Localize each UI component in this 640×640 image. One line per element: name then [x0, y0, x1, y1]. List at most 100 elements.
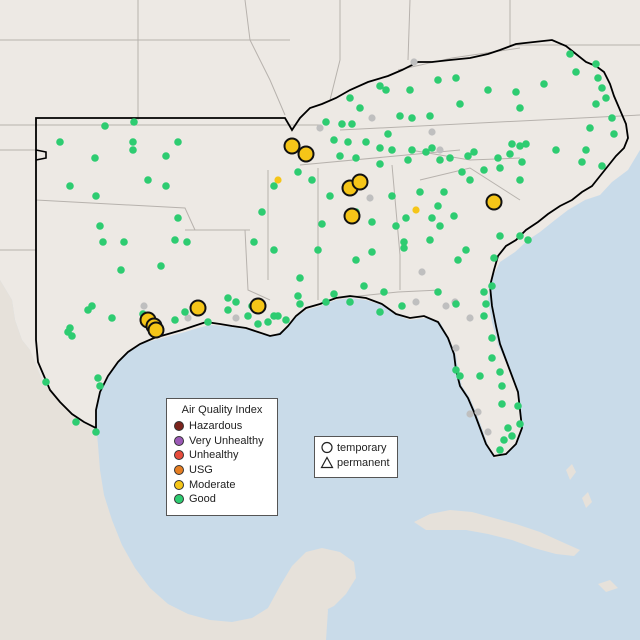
good-monitor[interactable]: [516, 176, 524, 184]
no-data-monitor[interactable]: [412, 298, 420, 306]
good-monitor[interactable]: [336, 152, 344, 160]
good-monitor[interactable]: [344, 138, 352, 146]
good-monitor[interactable]: [416, 188, 424, 196]
good-monitor[interactable]: [294, 292, 302, 300]
good-monitor[interactable]: [91, 154, 99, 162]
good-monitor[interactable]: [270, 182, 278, 190]
good-monitor[interactable]: [440, 188, 448, 196]
good-monitor[interactable]: [171, 316, 179, 324]
good-monitor[interactable]: [254, 320, 262, 328]
good-monitor[interactable]: [512, 88, 520, 96]
good-monitor[interactable]: [174, 138, 182, 146]
good-monitor[interactable]: [504, 424, 512, 432]
no-data-monitor[interactable]: [366, 194, 374, 202]
no-data-monitor[interactable]: [418, 268, 426, 276]
good-monitor[interactable]: [498, 400, 506, 408]
good-monitor[interactable]: [488, 282, 496, 290]
good-monitor[interactable]: [346, 298, 354, 306]
good-monitor[interactable]: [94, 374, 102, 382]
good-monitor[interactable]: [404, 156, 412, 164]
good-monitor[interactable]: [516, 232, 524, 240]
good-monitor[interactable]: [500, 436, 508, 444]
good-monitor[interactable]: [428, 144, 436, 152]
good-monitor[interactable]: [174, 214, 182, 222]
good-monitor[interactable]: [129, 146, 137, 154]
good-monitor[interactable]: [464, 152, 472, 160]
good-monitor[interactable]: [171, 236, 179, 244]
good-monitor[interactable]: [400, 238, 408, 246]
good-monitor[interactable]: [452, 300, 460, 308]
no-data-monitor[interactable]: [436, 146, 444, 154]
good-monitor[interactable]: [422, 148, 430, 156]
moderate-temporary-monitor[interactable]: [189, 299, 207, 317]
good-monitor[interactable]: [586, 124, 594, 132]
good-monitor[interactable]: [598, 84, 606, 92]
good-monitor[interactable]: [396, 112, 404, 120]
good-monitor[interactable]: [524, 236, 532, 244]
moderate-temporary-monitor[interactable]: [485, 193, 503, 211]
good-monitor[interactable]: [456, 372, 464, 380]
good-monitor[interactable]: [598, 162, 606, 170]
good-monitor[interactable]: [594, 74, 602, 82]
moderate-monitor[interactable]: [412, 206, 420, 214]
good-monitor[interactable]: [518, 158, 526, 166]
good-monitor[interactable]: [338, 120, 346, 128]
no-data-monitor[interactable]: [466, 410, 474, 418]
good-monitor[interactable]: [480, 288, 488, 296]
good-monitor[interactable]: [392, 222, 400, 230]
good-monitor[interactable]: [490, 254, 498, 262]
good-monitor[interactable]: [508, 140, 516, 148]
no-data-monitor[interactable]: [442, 302, 450, 310]
good-monitor[interactable]: [522, 140, 530, 148]
good-monitor[interactable]: [434, 76, 442, 84]
good-monitor[interactable]: [296, 300, 304, 308]
good-monitor[interactable]: [470, 148, 478, 156]
good-monitor[interactable]: [99, 238, 107, 246]
good-monitor[interactable]: [494, 154, 502, 162]
good-monitor[interactable]: [496, 368, 504, 376]
good-monitor[interactable]: [458, 168, 466, 176]
good-monitor[interactable]: [282, 316, 290, 324]
good-monitor[interactable]: [101, 122, 109, 130]
good-monitor[interactable]: [66, 182, 74, 190]
good-monitor[interactable]: [602, 94, 610, 102]
good-monitor[interactable]: [322, 298, 330, 306]
good-monitor[interactable]: [376, 82, 384, 90]
good-monitor[interactable]: [296, 274, 304, 282]
good-monitor[interactable]: [498, 382, 506, 390]
good-monitor[interactable]: [402, 214, 410, 222]
moderate-temporary-monitor[interactable]: [147, 321, 165, 339]
good-monitor[interactable]: [382, 86, 390, 94]
good-monitor[interactable]: [434, 288, 442, 296]
no-data-monitor[interactable]: [474, 408, 482, 416]
good-monitor[interactable]: [506, 150, 514, 158]
good-monitor[interactable]: [466, 176, 474, 184]
good-monitor[interactable]: [452, 366, 460, 374]
good-monitor[interactable]: [352, 154, 360, 162]
moderate-monitor[interactable]: [274, 176, 282, 184]
good-monitor[interactable]: [452, 74, 460, 82]
good-monitor[interactable]: [368, 248, 376, 256]
good-monitor[interactable]: [508, 432, 516, 440]
good-monitor[interactable]: [496, 164, 504, 172]
moderate-temporary-monitor[interactable]: [249, 297, 267, 315]
good-monitor[interactable]: [56, 138, 64, 146]
good-monitor[interactable]: [294, 168, 302, 176]
good-monitor[interactable]: [322, 118, 330, 126]
good-monitor[interactable]: [96, 382, 104, 390]
good-monitor[interactable]: [376, 308, 384, 316]
good-monitor[interactable]: [516, 104, 524, 112]
good-monitor[interactable]: [68, 332, 76, 340]
good-monitor[interactable]: [592, 100, 600, 108]
good-monitor[interactable]: [406, 86, 414, 94]
good-monitor[interactable]: [352, 256, 360, 264]
good-monitor[interactable]: [488, 354, 496, 362]
good-monitor[interactable]: [72, 418, 80, 426]
good-monitor[interactable]: [540, 80, 548, 88]
good-monitor[interactable]: [482, 300, 490, 308]
good-monitor[interactable]: [516, 142, 524, 150]
good-monitor[interactable]: [496, 446, 504, 454]
good-monitor[interactable]: [330, 136, 338, 144]
good-monitor[interactable]: [250, 238, 258, 246]
